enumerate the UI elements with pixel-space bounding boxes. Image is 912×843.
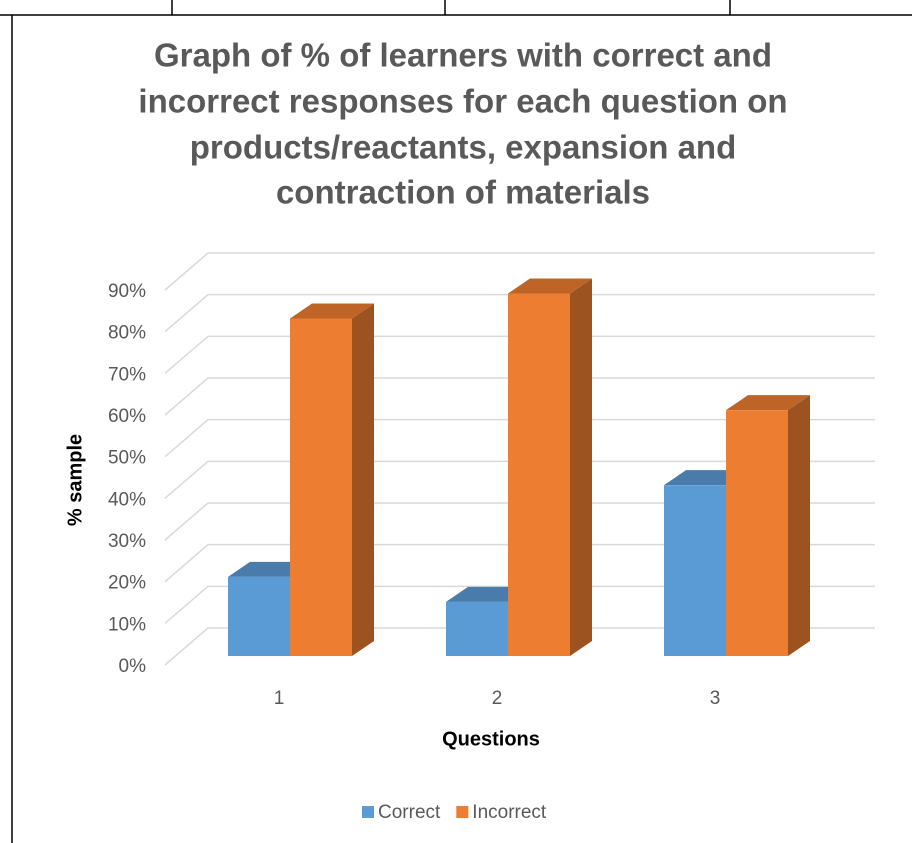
x-tick-label: 3 bbox=[710, 688, 721, 709]
grid-line bbox=[164, 460, 875, 499]
bar-side bbox=[570, 278, 592, 656]
bar bbox=[290, 318, 352, 656]
bar-side bbox=[352, 303, 374, 656]
x-axis-title: Questions bbox=[442, 728, 540, 750]
grid-line bbox=[164, 418, 875, 458]
grid-line bbox=[164, 377, 875, 416]
bar bbox=[508, 293, 570, 656]
x-tick-label: 1 bbox=[274, 688, 285, 709]
legend-swatch bbox=[362, 806, 374, 818]
y-tick-label: 70% bbox=[108, 364, 146, 385]
bar bbox=[228, 576, 290, 656]
legend-swatch bbox=[456, 806, 469, 818]
y-tick-label: 80% bbox=[108, 323, 146, 344]
y-tick-label: 10% bbox=[108, 614, 146, 635]
x-tick-label: 2 bbox=[492, 688, 503, 709]
grid-line bbox=[164, 293, 875, 333]
y-axis-title: % sample bbox=[64, 434, 86, 526]
grid-line bbox=[164, 502, 875, 541]
bar bbox=[446, 601, 508, 656]
y-tick-label: 0% bbox=[119, 656, 147, 677]
y-tick-label: 50% bbox=[108, 448, 146, 469]
bar-top bbox=[290, 303, 374, 319]
grid-line bbox=[164, 252, 875, 291]
bar-side bbox=[788, 395, 810, 656]
grid-line bbox=[164, 585, 875, 624]
chart-title: contraction of materials bbox=[276, 174, 650, 211]
legend-label: Correct bbox=[378, 802, 441, 823]
y-tick-label: 60% bbox=[108, 406, 146, 427]
chart-title: Graph of % of learners with correct and bbox=[154, 37, 772, 74]
grid-line bbox=[164, 543, 875, 583]
bar bbox=[726, 410, 788, 656]
y-tick-label: 30% bbox=[108, 531, 146, 552]
y-tick-label: 40% bbox=[108, 489, 146, 510]
grid-line bbox=[164, 335, 875, 374]
y-tick-label: 90% bbox=[108, 281, 146, 302]
grid-line bbox=[164, 627, 875, 666]
chart-title: incorrect responses for each question on bbox=[138, 83, 787, 120]
legend-label: Incorrect bbox=[472, 802, 547, 823]
bar-top bbox=[508, 278, 592, 294]
bar bbox=[664, 485, 726, 656]
chart-title: products/reactants, expansion and bbox=[190, 129, 736, 166]
y-tick-label: 20% bbox=[108, 573, 146, 594]
bar-top bbox=[726, 395, 810, 411]
